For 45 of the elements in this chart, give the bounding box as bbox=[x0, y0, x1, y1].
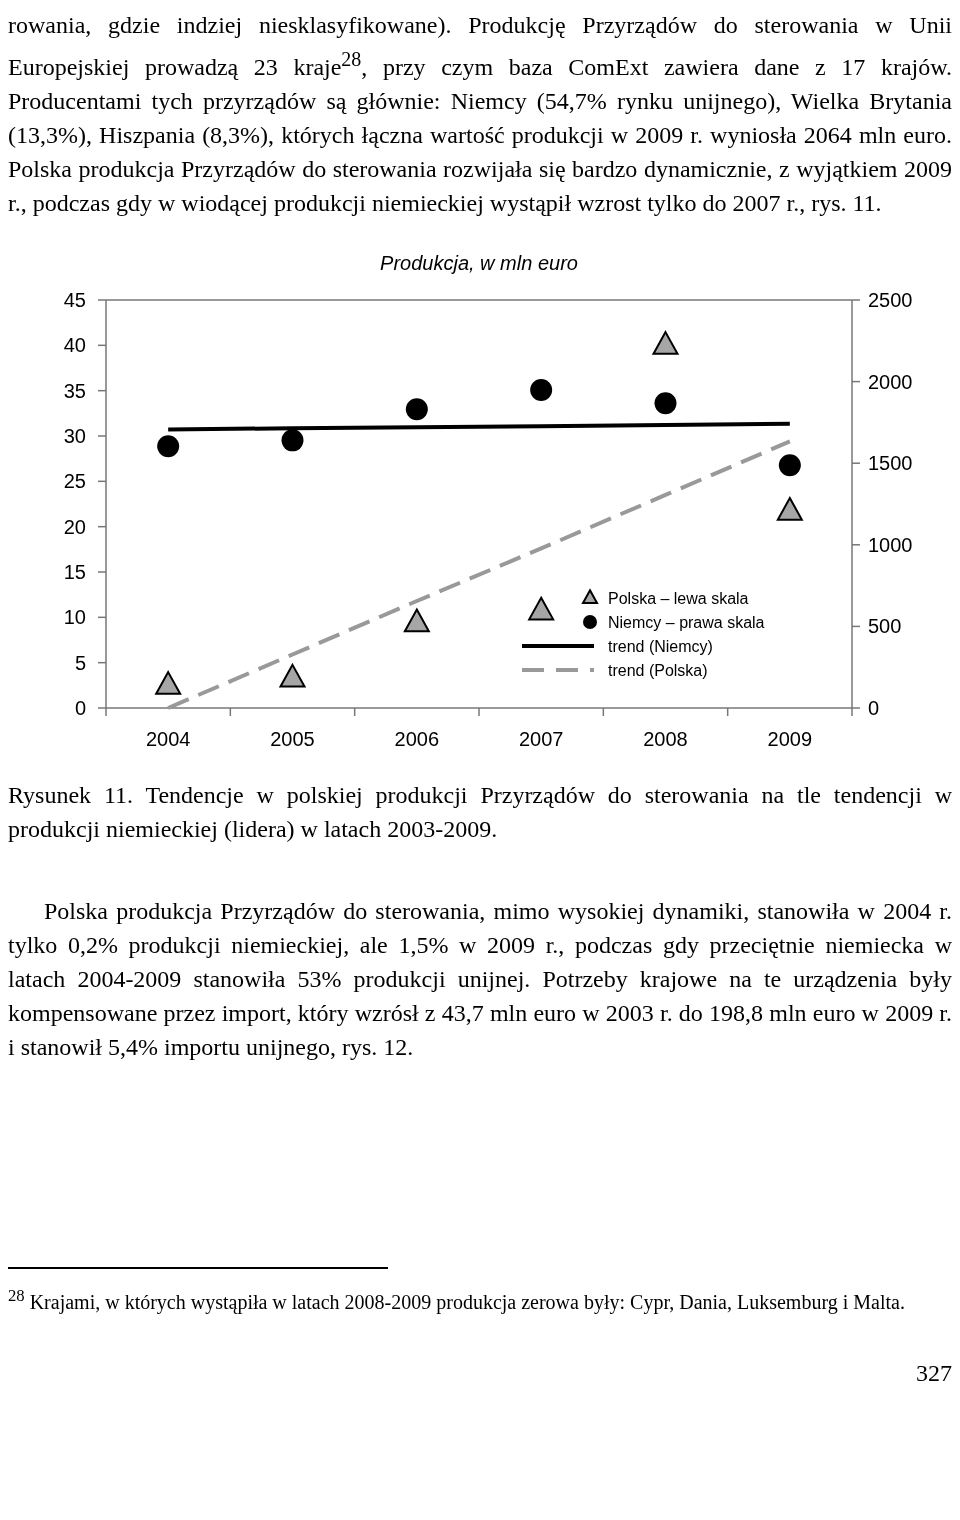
x-tick-label: 2005 bbox=[270, 728, 315, 750]
y-tick-label: 30 bbox=[63, 425, 86, 447]
text: Polska produkcja Przyrządów do sterowania, mimo wysokiej dynamiki, stanowiła w 2004 r. tylko 0,2% produkcji niemieckiej, ale 1,5% w 2009 r., podczas gdy przeciętnie niemiecka w latach 2004-2009 stanowiła 53% produkcji unijnej. Potrzeby krajowe na te urządzenia były kompensowane przez import, który wzrósł z 43,7 mln euro w 2003 r. do 198,8 mln euro w 2009 r. i stanowił 5,4% importu unijnego, rys. 12. bbox=[8, 897, 952, 1062]
y-tick-label: 10 bbox=[63, 606, 86, 629]
point bbox=[403, 608, 430, 633]
y-tick-label: 35 bbox=[63, 379, 86, 402]
point bbox=[279, 663, 306, 688]
y-tick-label: 15 bbox=[63, 561, 86, 583]
x-tick-label: 2004 bbox=[145, 728, 191, 750]
point bbox=[776, 497, 803, 521]
legend-label: trend (Niemcy) bbox=[608, 637, 713, 655]
y2-tick-label: 1500 bbox=[868, 452, 913, 475]
x-tick-label: 2008 bbox=[643, 728, 688, 750]
y2-tick-label: 2000 bbox=[868, 370, 913, 393]
y-tick-label: 40 bbox=[63, 334, 86, 357]
legend-label: Niemcy – prawa skala bbox=[608, 613, 765, 631]
point bbox=[155, 671, 182, 695]
x-tick-label: 2006 bbox=[394, 728, 440, 750]
y-tick-label: 25 bbox=[63, 470, 86, 493]
y2-tick-label: 500 bbox=[868, 615, 902, 638]
legend-label: Polska – lewa skala bbox=[608, 589, 749, 607]
y-tick-label: 5 bbox=[74, 651, 86, 674]
legend-label: trend (Polska) bbox=[608, 661, 708, 679]
chart-title: Produkcja, w mln euro bbox=[380, 252, 578, 274]
text: 327 bbox=[915, 1358, 952, 1388]
point bbox=[652, 331, 679, 355]
text: $^{28}$ Krajami, w których wystąpiła w latach 2008-2009 produkcja zerowa były: Cypr, Dania, Luksemburg i Malta. bbox=[8, 1285, 906, 1316]
y2-tick-label: 0 bbox=[868, 697, 880, 719]
y2-tick-label: 2500 bbox=[868, 289, 913, 311]
text: Rysunek 11. Tendencje w polskiej produkcji Przyrządów do sterowania na tle tendencji w produkcji niemieckiej (lidera) w latach 2003-2009. bbox=[8, 781, 952, 844]
point bbox=[528, 596, 555, 621]
point bbox=[281, 429, 304, 452]
y-tick-label: 0 bbox=[74, 697, 86, 719]
point bbox=[530, 379, 553, 402]
y-tick-label: 20 bbox=[63, 515, 86, 538]
y-tick-label: 45 bbox=[63, 289, 86, 311]
point bbox=[778, 454, 801, 477]
x-tick-label: 2009 bbox=[767, 728, 813, 750]
y2-tick-label: 1000 bbox=[868, 533, 913, 556]
point bbox=[157, 435, 180, 458]
point bbox=[654, 392, 677, 415]
x-tick-label: 2007 bbox=[518, 728, 564, 750]
point bbox=[405, 398, 428, 421]
line-series bbox=[166, 439, 792, 710]
text: rowania, gdzie indziej niesklasyfikowane). Produkcję Przyrządów do sterowania w Unii Europejskiej prowadzą 23 kraje$^{28}$, przy czym baza ComExt zawiera dane z 17 krajów. Producentami tych przyrządów są głównie: Niemcy (54,7% rynku unijnego), Wielka Brytania (13,3%), Hiszpania (8,3%), których łączna wartość produkcji w 2009 r. wyniosła 2064 mln euro. Polska produkcja Przyrządów do sterowania rozwijała się bardzo dynamicznie, z wyjątkiem 2009 r., podczas gdy w wiodącej produkcji niemieckiej wystąpił wzrost tylko do 2007 r., rys. 11. bbox=[8, 11, 952, 218]
